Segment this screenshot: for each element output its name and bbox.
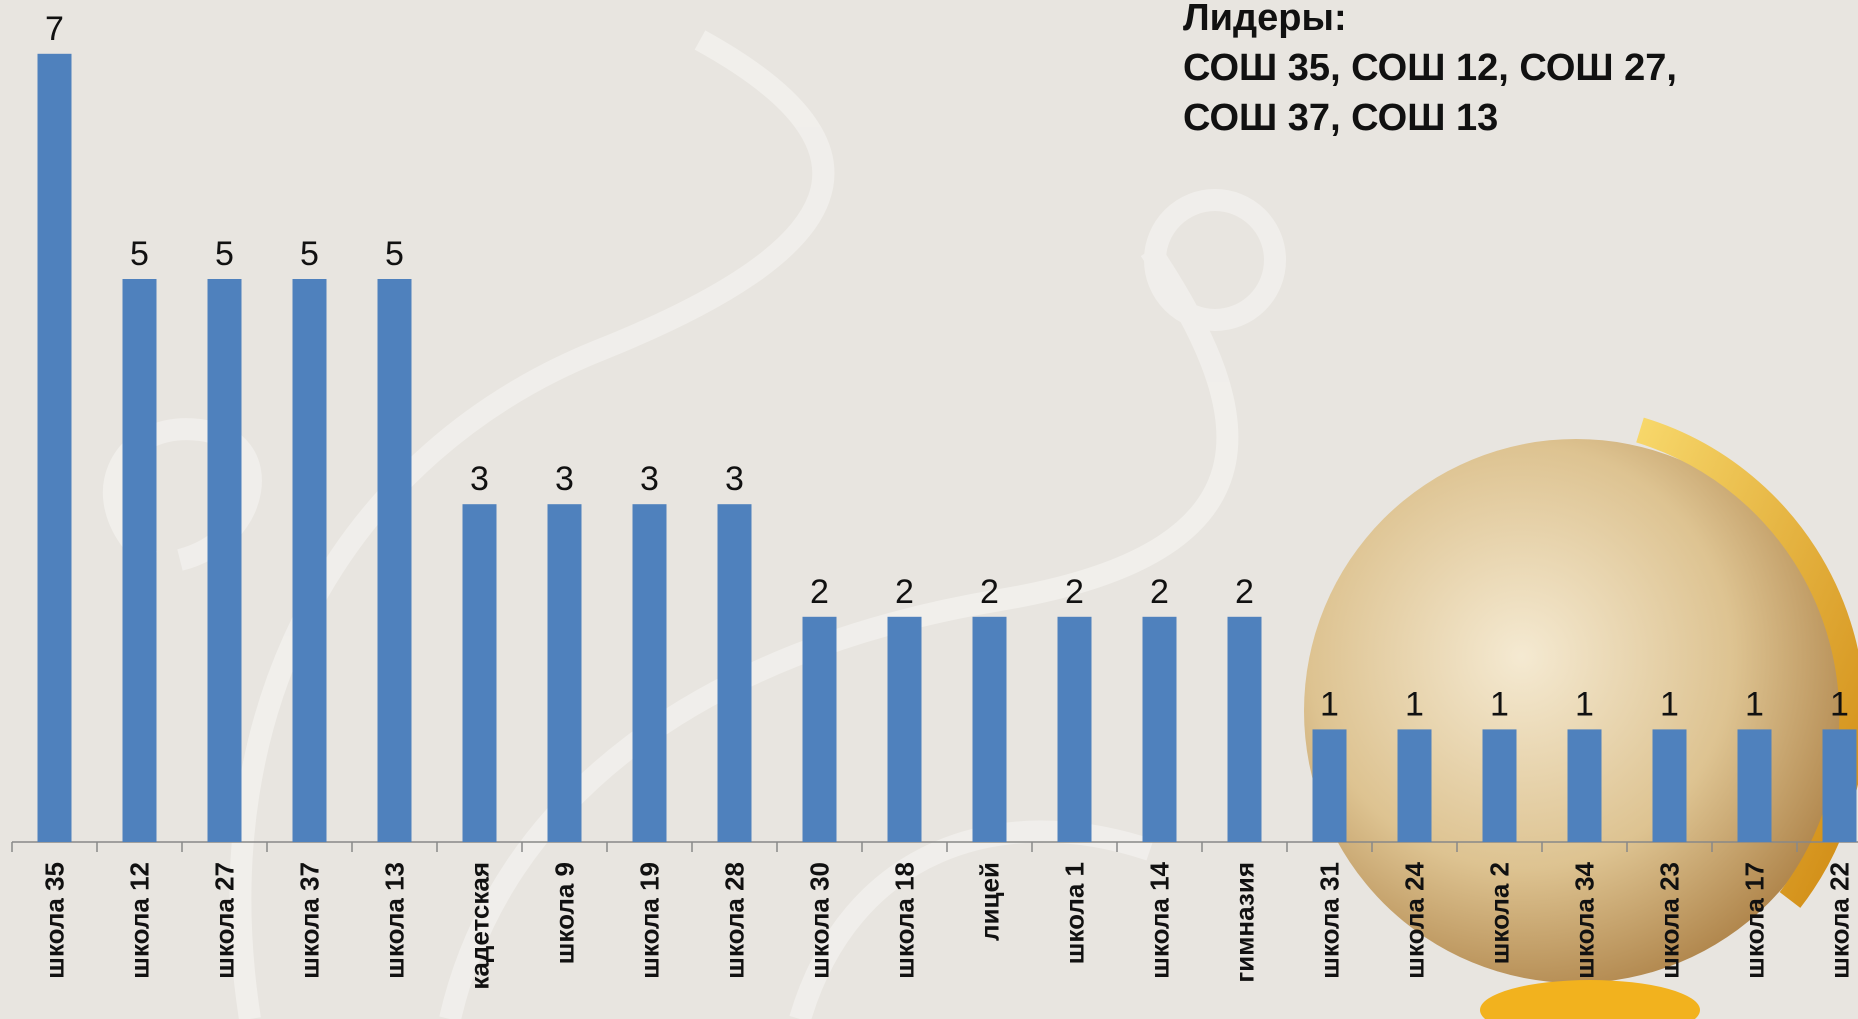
- annotation: СОШ 37, СОШ 13: [1183, 97, 1498, 139]
- x-tick-label: школа 9: [550, 862, 580, 964]
- x-tick-label: школа 27: [210, 862, 240, 979]
- bar: [802, 616, 837, 842]
- value-label: 7: [45, 10, 64, 48]
- x-tick-label: школа 34: [1570, 861, 1600, 978]
- value-label: 2: [810, 573, 829, 611]
- x-tick-label: школа 28: [720, 862, 750, 979]
- bar: [1822, 729, 1857, 842]
- value-label: 1: [1405, 685, 1424, 723]
- x-tick-label: школа 14: [1145, 861, 1175, 978]
- x-tick-label: школа 18: [890, 862, 920, 979]
- value-label: 1: [1660, 685, 1679, 723]
- annotation: СОШ 35, СОШ 12, СОШ 27,: [1183, 47, 1677, 89]
- x-tick-label: школа 24: [1400, 861, 1430, 978]
- value-label: 2: [1150, 573, 1169, 611]
- bar: [462, 504, 497, 842]
- bar: [1737, 729, 1772, 842]
- bar: [1567, 729, 1602, 842]
- bar: [547, 504, 582, 842]
- bar: [292, 279, 327, 842]
- value-label: 1: [1745, 685, 1764, 723]
- x-tick-label: школа 12: [125, 862, 155, 979]
- bar: [972, 616, 1007, 842]
- x-tick-label: школа 22: [1825, 862, 1855, 979]
- value-label: 1: [1575, 685, 1594, 723]
- bar: [1057, 616, 1092, 842]
- value-label: 2: [980, 573, 999, 611]
- value-label: 2: [1065, 573, 1084, 611]
- value-label: 5: [130, 235, 149, 273]
- bar: [717, 504, 752, 842]
- value-label: 2: [1235, 573, 1254, 611]
- value-label: 5: [215, 235, 234, 273]
- x-tick-label: школа 35: [40, 862, 70, 979]
- value-label: 1: [1320, 685, 1339, 723]
- bar: [1227, 616, 1262, 842]
- value-label: 3: [725, 460, 744, 498]
- x-tick-label: школа 13: [380, 862, 410, 979]
- bar: [207, 279, 242, 842]
- x-tick-label: кадетская: [465, 862, 495, 990]
- bar: [887, 616, 922, 842]
- x-tick-label: школа 1: [1060, 862, 1090, 964]
- x-tick-label: школа 30: [805, 862, 835, 979]
- x-tick-label: лицей: [975, 862, 1005, 941]
- x-tick-label: гимназия: [1230, 862, 1260, 983]
- bar: [1312, 729, 1347, 842]
- x-tick-label: школа 2: [1485, 862, 1515, 964]
- value-label: 5: [300, 235, 319, 273]
- x-tick-label: школа 23: [1655, 862, 1685, 979]
- bar: [377, 279, 412, 842]
- bar: [122, 279, 157, 842]
- bar: [1142, 616, 1177, 842]
- value-label: 3: [640, 460, 659, 498]
- value-label: 5: [385, 235, 404, 273]
- value-label: 1: [1490, 685, 1509, 723]
- value-label: 2: [895, 573, 914, 611]
- annotation: Лидеры:: [1183, 0, 1347, 39]
- bar: [1397, 729, 1432, 842]
- bar: [37, 53, 72, 843]
- x-tick-label: школа 37: [295, 862, 325, 979]
- x-tick-label: школа 19: [635, 862, 665, 979]
- decoration: [102, 30, 1286, 1019]
- value-label: 1: [1830, 685, 1849, 723]
- value-label: 3: [555, 460, 574, 498]
- bar: [632, 504, 667, 842]
- x-tick-label: школа 17: [1740, 862, 1770, 979]
- bar: [1652, 729, 1687, 842]
- bar: [1482, 729, 1517, 842]
- value-label: 3: [470, 460, 489, 498]
- x-tick-label: школа 31: [1315, 862, 1345, 979]
